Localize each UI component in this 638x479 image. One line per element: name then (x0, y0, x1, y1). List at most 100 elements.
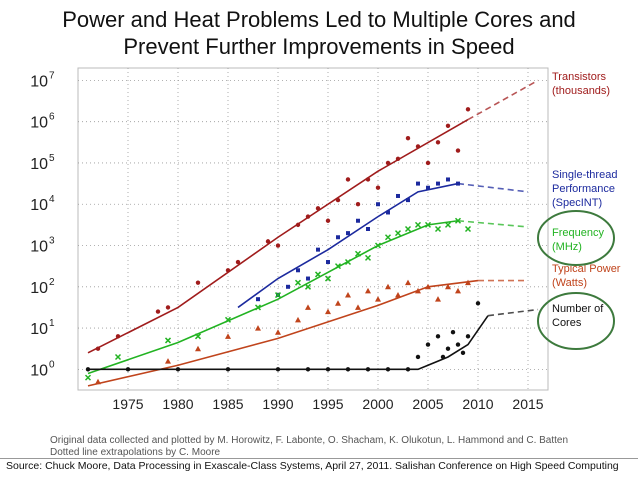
frequency-mhz-point (414, 221, 422, 228)
transistors-thousands-extrapolation (467, 79, 539, 121)
single-thread-performance-specint-point (326, 260, 330, 265)
plot-area (77, 67, 549, 391)
number-of-cores-point (225, 367, 231, 372)
typical-power-watts-point (165, 358, 171, 364)
frequency-mhz-point (294, 279, 302, 286)
chart-title-line1: Power and Heat Problems Led to Multiple … (62, 7, 576, 32)
typical-power-watts-point (195, 345, 201, 352)
transistors-thousands-point (355, 202, 361, 207)
number-of-cores-point (365, 367, 371, 372)
single-thread-performance-specint-point (346, 231, 350, 236)
transistors-thousands-point (155, 309, 161, 314)
legend-label-transistors-thousands: Transistors (552, 71, 606, 83)
single-thread-performance-specint-point (256, 297, 260, 302)
frequency-mhz-extrapolation (457, 219, 529, 228)
credit-line-1: Original data collected and plotted by M… (50, 435, 569, 446)
y-tick-label: 10 (30, 73, 48, 90)
typical-power-watts-point (385, 283, 391, 290)
frequency-mhz-point (274, 292, 282, 299)
transistors-thousands-point (445, 123, 451, 128)
legend-label-single-thread-performance-specint: (SpecINT) (552, 197, 602, 209)
y-tick-exponent: 5 (49, 153, 55, 164)
typical-power-watts-point (325, 308, 331, 315)
y-tick-exponent: 2 (49, 277, 55, 288)
legend-highlight-cores (537, 292, 615, 350)
x-tick-label: 1985 (212, 396, 243, 412)
y-tick-label: 10 (30, 321, 48, 338)
number-of-cores-point (440, 354, 446, 360)
y-tick-label: 10 (30, 156, 48, 173)
number-of-cores-point (175, 367, 181, 372)
transistors-thousands-trend-line (87, 118, 469, 354)
number-of-cores-point (445, 346, 451, 351)
single-thread-performance-specint-point (376, 202, 380, 207)
frequency-mhz-point (304, 283, 312, 290)
frequency-mhz-point (434, 225, 442, 233)
frequency-mhz-point (384, 234, 392, 241)
transistors-thousands-point (315, 206, 321, 211)
frequency-mhz-point (454, 217, 462, 224)
typical-power-watts-point (445, 283, 451, 290)
transistors-thousands-point (395, 156, 401, 162)
x-tick-label: 2010 (462, 396, 493, 412)
number-of-cores-point (455, 342, 461, 347)
y-tick-label: 10 (30, 362, 48, 379)
frequency-mhz-point (334, 263, 342, 270)
legend-label-single-thread-performance-specint: Single-thread (552, 169, 617, 181)
y-tick-exponent: 6 (49, 112, 55, 123)
frequency-mhz-point (354, 250, 362, 257)
number-of-cores-point (405, 367, 411, 372)
y-tick-exponent: 4 (49, 194, 55, 205)
frequency-mhz-point (114, 353, 122, 361)
y-tick-exponent: 0 (49, 359, 55, 370)
credit-line-2: Dotted line extrapolations by C. Moore (50, 447, 221, 458)
frequency-mhz-point (424, 221, 432, 228)
frequency-mhz-point (464, 225, 472, 233)
transistors-thousands-point (375, 185, 381, 190)
number-of-cores-point (305, 367, 311, 372)
transistors-thousands-point (345, 177, 351, 182)
legend-highlight-frequency (537, 210, 615, 266)
number-of-cores-extrapolation (487, 308, 539, 317)
transistors-thousands-point (405, 135, 411, 141)
frequency-mhz-point (364, 254, 372, 261)
transistors-thousands-point (455, 148, 461, 153)
typical-power-watts-point (335, 300, 341, 306)
legend-label-frequency-mhz: Frequency (552, 227, 604, 239)
transistors-thousands-point (265, 239, 271, 244)
x-tick-label: 1975 (112, 396, 143, 412)
number-of-cores-point (425, 342, 431, 347)
single-thread-performance-specint-point (406, 198, 410, 203)
typical-power-watts-point (405, 279, 411, 286)
transistors-thousands-point (295, 222, 301, 228)
number-of-cores-point (450, 330, 456, 335)
legend-label-typical-power-watts: Typical Power (552, 263, 621, 275)
transistors-thousands-point (95, 346, 101, 351)
frequency-mhz-trend-line (87, 219, 459, 375)
single-thread-performance-specint-point (306, 276, 310, 281)
transistors-thousands-point (305, 214, 311, 219)
number-of-cores-point (275, 367, 281, 372)
typical-power-watts-point (435, 296, 441, 302)
transistors-thousands-point (325, 218, 331, 223)
number-of-cores-point (325, 367, 331, 372)
y-tick-label: 10 (30, 115, 48, 132)
transistors-thousands-point (415, 144, 421, 149)
number-of-cores-point (85, 367, 91, 372)
single-thread-performance-specint-point (336, 235, 340, 240)
number-of-cores-point (475, 301, 481, 306)
single-thread-performance-specint-point (286, 284, 290, 289)
legend-label-transistors-thousands: (thousands) (552, 85, 610, 97)
frequency-mhz-point (374, 242, 382, 249)
footer-divider (0, 458, 638, 459)
typical-power-watts-point (305, 304, 311, 310)
y-tick-exponent: 3 (49, 236, 55, 247)
x-tick-label: 2005 (412, 396, 443, 412)
frequency-mhz-point (84, 374, 92, 381)
single-thread-performance-specint-point (296, 268, 300, 273)
single-thread-performance-specint-extrapolation (457, 182, 529, 193)
number-of-cores-point (415, 354, 421, 360)
typical-power-watts-point (255, 325, 261, 331)
typical-power-watts-point (395, 292, 401, 298)
